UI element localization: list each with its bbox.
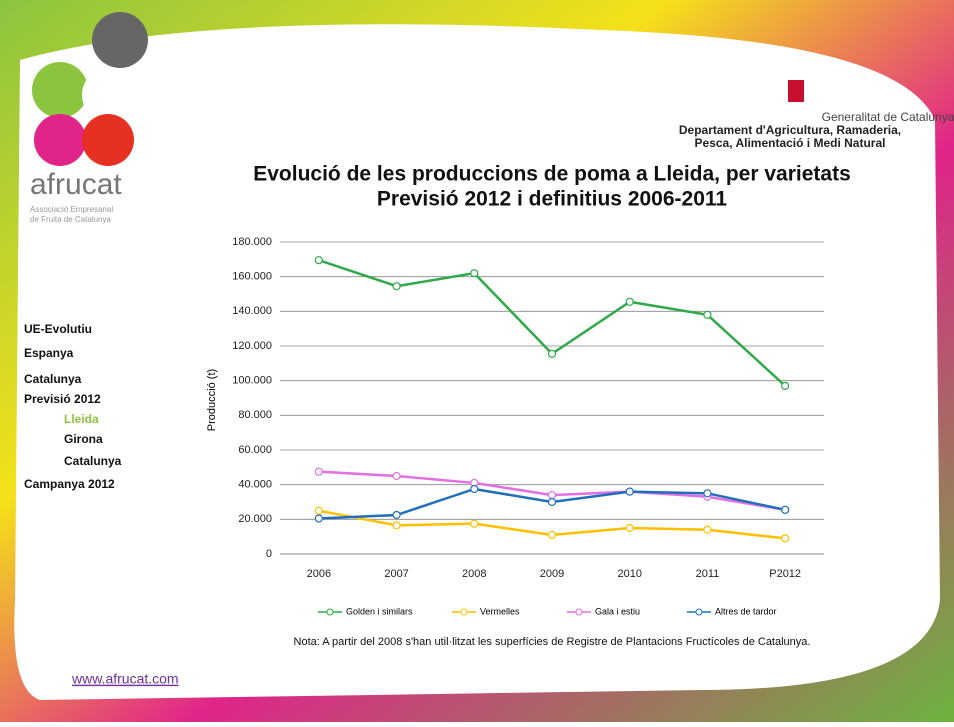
point [470, 519, 479, 528]
legend-marker [575, 608, 583, 616]
point [314, 467, 323, 476]
note: Nota: A partir del 2008 s'han util·litza… [294, 636, 811, 648]
point [703, 489, 712, 498]
point [625, 297, 634, 306]
legend-marker [695, 608, 703, 616]
header-line: Pesca, Alimentació i Medi Natural [695, 136, 886, 150]
point [703, 525, 712, 534]
nav-item[interactable]: Catalunya [24, 372, 82, 386]
x-tick-label: 2009 [540, 568, 564, 580]
x-tick-label: 2010 [617, 568, 641, 580]
point [392, 282, 401, 291]
point [470, 269, 479, 278]
legend-label: Altres de tardor [715, 606, 777, 616]
y-tick-label: 80.000 [238, 409, 272, 421]
y-axis-label: Producció (t) [206, 369, 218, 431]
header-line: Generalitat de Catalunya [822, 110, 954, 124]
nav-item[interactable]: Previsió 2012 [24, 392, 101, 406]
point [547, 490, 557, 500]
logo-mark [32, 12, 148, 166]
legend-label: Vermelles [480, 606, 520, 616]
point [625, 523, 634, 533]
emblem [788, 80, 804, 102]
point [703, 310, 712, 319]
point [392, 471, 401, 481]
point [547, 497, 557, 507]
y-tick-label: 140.000 [232, 305, 272, 317]
point [547, 349, 557, 358]
point [781, 381, 790, 390]
nav-item[interactable]: UE-Evolutiu [24, 322, 92, 336]
point [781, 534, 790, 543]
point [781, 505, 790, 514]
logo-name: afrucat [30, 168, 122, 201]
point [314, 514, 323, 523]
x-tick-label: 2007 [384, 568, 408, 580]
y-tick-label: 120.000 [232, 340, 272, 352]
nav-item[interactable]: Espanya [24, 346, 74, 360]
logo-tagline: Associació Empresarial [30, 205, 113, 214]
legend-marker [326, 608, 334, 616]
chart-subtitle: Previsió 2012 i definitius 2006-2011 [377, 188, 728, 211]
legend-label: Golden i similars [346, 606, 413, 616]
x-tick-label: P2012 [769, 568, 801, 580]
y-tick-label: 180.000 [232, 236, 272, 248]
y-tick-label: 40.000 [238, 479, 272, 491]
point [314, 256, 323, 265]
point [470, 484, 479, 494]
y-tick-label: 20.000 [238, 513, 272, 525]
website-link[interactable]: www.afrucat.com [71, 671, 179, 687]
point [625, 487, 634, 496]
x-tick-label: 2006 [307, 568, 331, 580]
point [547, 530, 557, 540]
y-tick-label: 160.000 [232, 271, 272, 283]
nav-item[interactable]: Campanya 2012 [24, 477, 115, 491]
legend-marker [460, 608, 468, 616]
y-tick-label: 0 [266, 548, 272, 560]
point [392, 510, 401, 520]
logo-tagline: de Fruita de Catalunya [30, 215, 111, 224]
nav-item[interactable]: Girona [64, 432, 103, 446]
x-tick-label: 2008 [462, 568, 486, 580]
nav-item[interactable]: Lleida [64, 412, 99, 426]
header-line: Departament d'Agricultura, Ramaderia, [679, 123, 901, 137]
chart-title: Evolució de les produccions de poma a Ll… [253, 163, 851, 186]
nav-item[interactable]: Catalunya [64, 454, 122, 468]
point [314, 506, 323, 515]
point [392, 521, 401, 530]
y-tick-label: 60.000 [238, 444, 272, 456]
y-tick-label: 100.000 [232, 375, 272, 387]
x-tick-label: 2011 [696, 568, 720, 580]
legend-label: Gala i estiu [595, 606, 640, 616]
